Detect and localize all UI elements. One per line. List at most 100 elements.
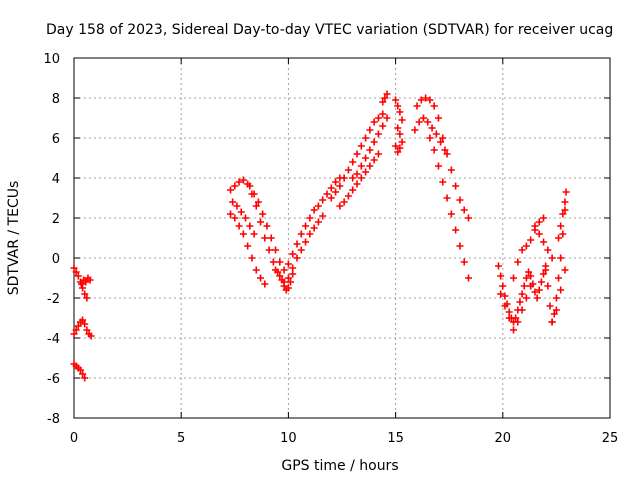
data-point bbox=[319, 196, 327, 204]
data-point bbox=[306, 214, 314, 222]
data-point bbox=[533, 294, 541, 302]
data-point bbox=[81, 374, 89, 382]
data-point bbox=[272, 266, 280, 274]
data-point bbox=[374, 150, 382, 158]
data-point bbox=[72, 326, 80, 334]
data-point bbox=[323, 190, 331, 198]
data-point bbox=[261, 234, 269, 242]
data-point bbox=[452, 226, 460, 234]
data-point bbox=[81, 320, 89, 328]
data-point bbox=[555, 274, 563, 282]
data-point bbox=[540, 214, 548, 222]
data-point bbox=[231, 214, 239, 222]
data-point bbox=[289, 264, 297, 272]
data-point bbox=[374, 130, 382, 138]
data-point bbox=[344, 192, 352, 200]
y-tick-label: 8 bbox=[52, 92, 60, 107]
data-point bbox=[70, 264, 78, 272]
data-point bbox=[252, 266, 260, 274]
data-point bbox=[233, 202, 241, 210]
data-point bbox=[293, 254, 301, 262]
data-point bbox=[525, 268, 533, 276]
data-point bbox=[284, 260, 292, 268]
data-point bbox=[546, 302, 554, 310]
data-point bbox=[550, 310, 558, 318]
data-point bbox=[284, 284, 292, 292]
data-point bbox=[362, 154, 370, 162]
data-point bbox=[460, 258, 468, 266]
data-point bbox=[518, 290, 526, 298]
data-point bbox=[340, 174, 348, 182]
data-point bbox=[327, 184, 335, 192]
y-axis-ticks: -8 -6 -4 -2 0 2 4 6 8 10 bbox=[43, 52, 610, 427]
y-tick-label: 2 bbox=[52, 212, 60, 227]
data-point bbox=[259, 210, 267, 218]
data-point bbox=[235, 222, 243, 230]
data-point bbox=[426, 134, 434, 142]
data-point bbox=[74, 272, 82, 280]
data-point bbox=[512, 314, 520, 322]
data-point bbox=[332, 188, 340, 196]
data-point bbox=[76, 366, 84, 374]
series-track-e bbox=[227, 176, 297, 294]
data-point bbox=[430, 102, 438, 110]
data-point bbox=[366, 126, 374, 134]
data-point bbox=[362, 134, 370, 142]
x-tick-label: 10 bbox=[280, 431, 297, 446]
data-point bbox=[561, 198, 569, 206]
y-tick-label: -4 bbox=[47, 332, 60, 347]
data-point bbox=[537, 278, 545, 286]
data-point bbox=[353, 150, 361, 158]
data-point bbox=[86, 276, 94, 284]
data-point bbox=[552, 306, 560, 314]
data-point bbox=[531, 222, 539, 230]
data-point bbox=[336, 202, 344, 210]
data-point bbox=[287, 278, 295, 286]
data-point bbox=[561, 266, 569, 274]
data-point bbox=[426, 96, 434, 104]
data-point bbox=[267, 234, 275, 242]
data-point bbox=[535, 286, 543, 294]
series-track-l bbox=[349, 114, 391, 182]
data-point bbox=[310, 206, 318, 214]
series-track-o bbox=[392, 142, 404, 156]
data-point bbox=[229, 198, 237, 206]
data-point bbox=[527, 272, 535, 280]
data-point bbox=[559, 210, 567, 218]
y-tick-label: -8 bbox=[47, 412, 60, 427]
data-point bbox=[302, 222, 310, 230]
data-point bbox=[79, 284, 87, 292]
series-track-q bbox=[411, 114, 449, 154]
data-point bbox=[242, 214, 250, 222]
data-point bbox=[499, 282, 507, 290]
plot-frame bbox=[73, 57, 611, 419]
series-track-i bbox=[272, 212, 327, 286]
data-point bbox=[456, 196, 464, 204]
data-point bbox=[434, 162, 442, 170]
data-point bbox=[78, 280, 86, 288]
data-point bbox=[441, 146, 449, 154]
data-point bbox=[306, 230, 314, 238]
data-point bbox=[535, 218, 543, 226]
data-point bbox=[237, 208, 245, 216]
series-track-g bbox=[229, 198, 258, 238]
series-track-d bbox=[70, 360, 89, 382]
data-point bbox=[527, 236, 535, 244]
data-point bbox=[522, 242, 530, 250]
y-tick-label: 0 bbox=[52, 252, 60, 267]
data-point bbox=[396, 144, 404, 152]
data-point bbox=[518, 246, 526, 254]
data-point bbox=[520, 282, 528, 290]
data-point bbox=[415, 118, 423, 126]
data-point bbox=[227, 210, 235, 218]
data-point bbox=[297, 246, 305, 254]
data-point bbox=[396, 130, 404, 138]
data-point bbox=[505, 308, 513, 316]
data-point bbox=[83, 326, 91, 334]
data-point bbox=[540, 238, 548, 246]
data-point bbox=[81, 290, 89, 298]
data-point bbox=[559, 230, 567, 238]
data-point bbox=[276, 272, 284, 280]
data-point bbox=[557, 286, 565, 294]
x-axis-ticks: 0 5 10 15 20 25 bbox=[70, 58, 618, 446]
